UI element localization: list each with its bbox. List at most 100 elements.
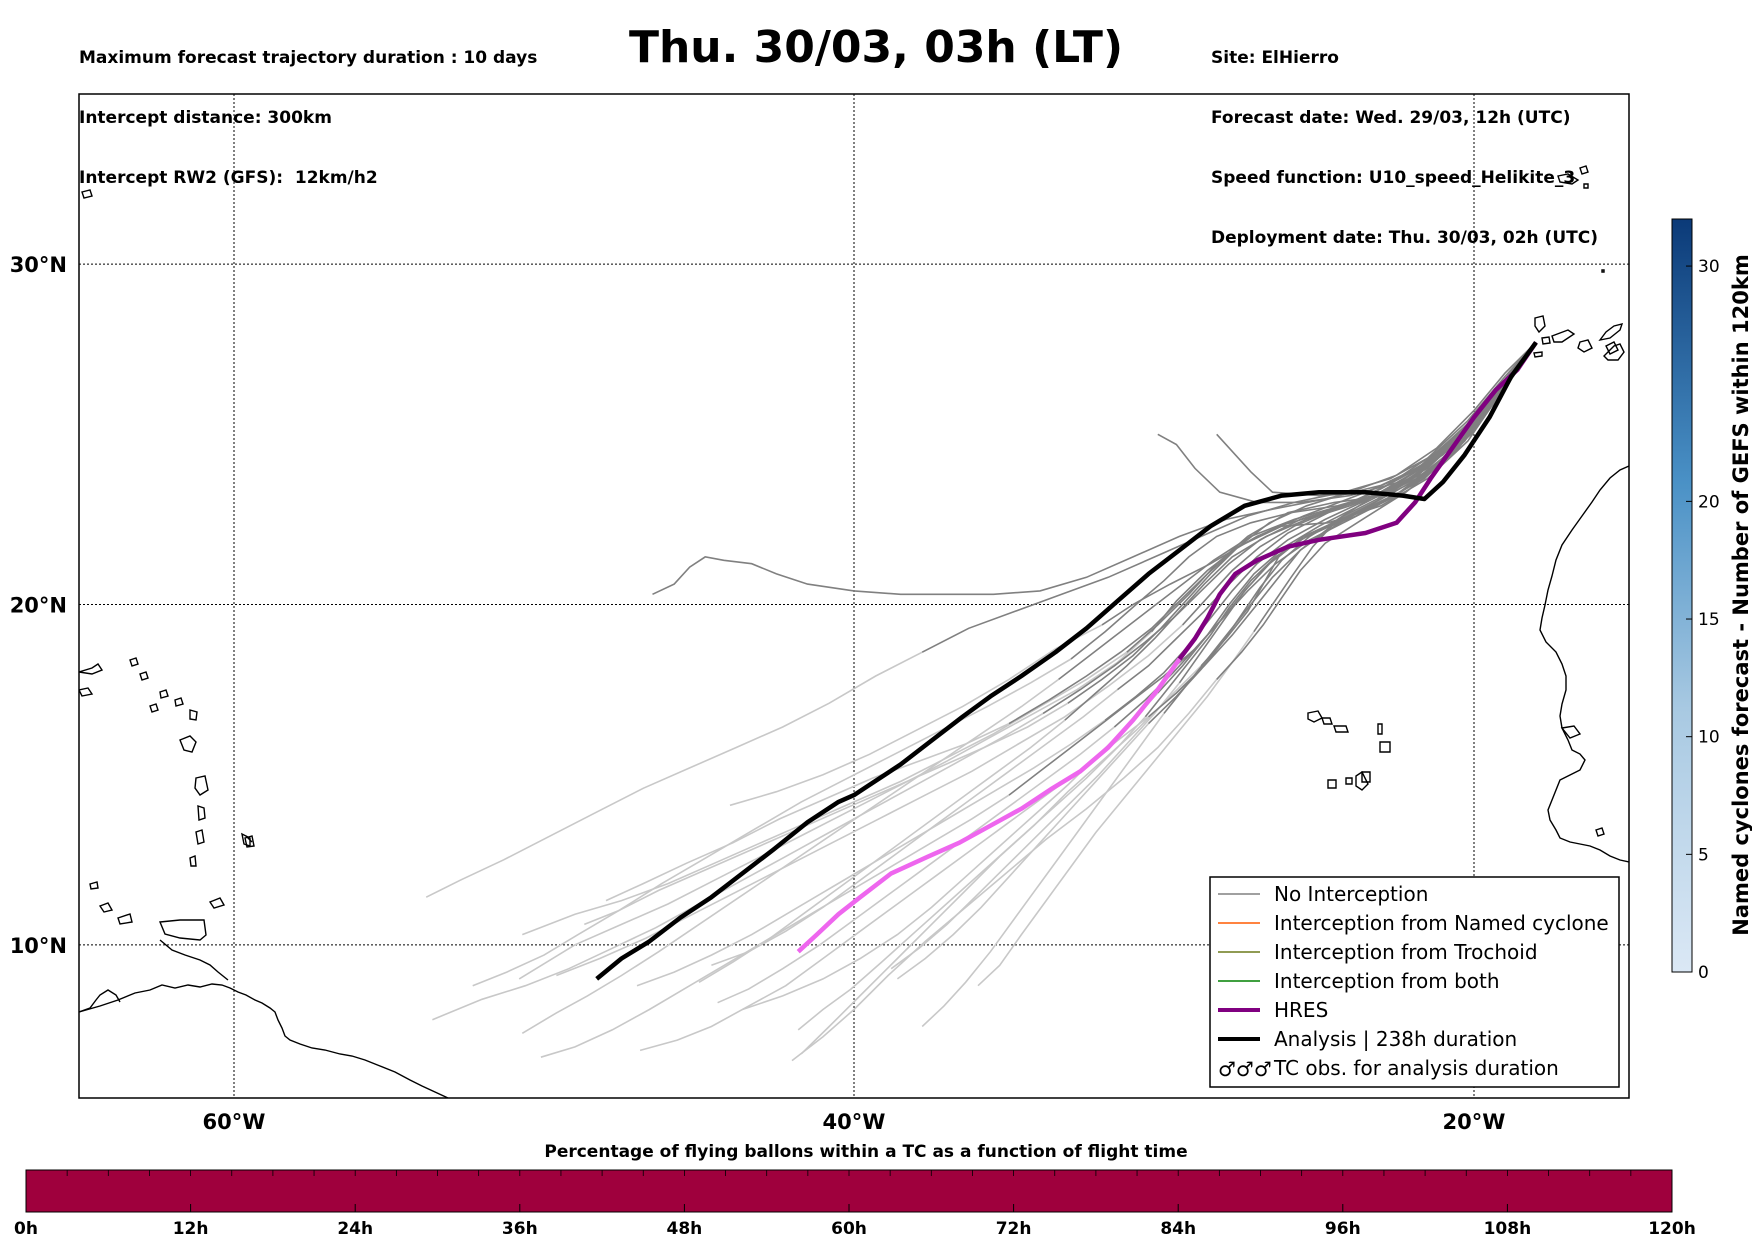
west-africa-coast [1539,465,1629,863]
ensemble-track-late [791,678,1218,1062]
cyclone-colorbar-label: Named cyclones forecast - Number of GEFS… [1729,254,1752,935]
percentage-colorbar-tick-label: 0h [14,1219,38,1239]
lesser-antilles-barbados [244,835,255,848]
trajectory-layer [425,341,1538,1062]
intercept-distance-text: Intercept distance: 300km [79,108,332,128]
guadeloupe-2 [241,832,251,847]
ensemble-track-no-interception [1113,341,1537,728]
ensemble-track-late [698,719,1066,983]
legend-label: Analysis | 238h duration [1274,1027,1517,1051]
legend-label: HRES [1274,998,1328,1022]
ensemble-track-late [521,678,1060,1034]
map-legend: No Interception Interception from Named c… [1209,876,1620,1088]
canary-la-palma [1534,315,1546,334]
cape-verde-sao-vicente [1321,717,1333,725]
cyclone-colorbar-tick-label: 15 [1698,610,1720,630]
ensemble-track-late [921,712,1165,1028]
ensemble-track-no-interception [1008,341,1537,725]
intercept-rw2-text: Intercept RW2 (GFS): 12km/h2 [79,168,378,188]
percentage-colorbar-tick-label: 120h [1648,1219,1696,1239]
header-left: Maximum forecast trajectory duration : 1… [79,8,537,208]
lesser-antilles-barbuda [174,697,184,707]
canary-tenerife [1551,329,1576,343]
legend-label: TC obs. for analysis duration [1273,1056,1559,1080]
cyclone-colorbar-tick-label: 20 [1698,492,1720,512]
africa-coast-north [1603,343,1625,361]
cape-verde-brava [1345,777,1353,785]
coastlines [79,165,1629,1098]
ensemble-track-late [717,726,1115,1004]
lon-tick-label: 60°W [203,1110,266,1134]
latitude-labels: 30°N 20°N 10°N [10,253,67,958]
ensemble-track-late [977,631,1255,987]
analysis-track [595,341,1538,981]
ensemble-track-late [472,658,1072,987]
percentage-colorbar: Percentage of flying ballons within a TC… [14,1142,1696,1239]
percentage-colorbar-tick-label: 96h [1325,1219,1361,1239]
percentage-colorbar-title: Percentage of flying ballons within a TC… [544,1142,1187,1162]
lesser-antilles-stlucia [195,829,205,845]
ensemble-track-no-interception [1117,341,1537,691]
hres-track [1177,341,1538,661]
virgin-islands [79,663,104,675]
ensemble-track-late [729,624,1103,807]
cyclone-colorbar-tick-label: 0 [1698,963,1709,983]
map-axes [78,93,1630,1099]
ensemble-track-no-interception [1182,341,1537,626]
header-right: Site: ElHierro Forecast date: Wed. 29/03… [1211,8,1598,268]
lesser-antilles-stvincent [189,855,197,867]
percentage-colorbar-tick-label: 60h [831,1219,867,1239]
lon-tick-label: 40°W [823,1110,886,1134]
tobago [208,897,226,909]
percentage-colorbar-tick-label: 48h [667,1219,703,1239]
ensemble-track-late [584,702,1069,926]
ensemble-track-late [540,794,1010,1058]
ensemble-track-no-interception [1067,341,1537,704]
south-america-coast [79,983,449,1098]
bijagos-islands [1595,827,1605,837]
ensemble-track-late [896,723,1150,980]
ensemble-track-late [711,688,1118,967]
legend-label: No Interception [1274,882,1428,906]
site-text: Site: ElHierro [1211,48,1339,68]
ensemble-track-late [522,651,1128,936]
lesser-antilles-martinique [197,805,206,821]
cyclone-colorbar-tick-label: 5 [1698,845,1709,865]
speed-function-text: Speed function: U10_speed_Helikite_3 [1211,168,1576,188]
caribbean-island-1 [98,902,114,913]
cyclone-colorbar-tick-label: 10 [1698,728,1720,748]
cape-verde-peninsula [1560,725,1582,739]
caribbean-island-3 [89,881,99,890]
bermuda-area-island [81,189,93,199]
ensemble-track-no-interception [1101,341,1537,626]
deployment-date-text: Deployment date: Thu. 30/03, 02h (UTC) [1211,228,1598,248]
orinoco-delta [159,939,229,981]
cape-verde-fogo [1327,779,1337,789]
ensemble-track-late [742,692,1159,1011]
max-duration-text: Maximum forecast trajectory duration : 1… [79,48,538,68]
cape-verde-santiago [1355,770,1369,791]
caribbean-island-2 [117,913,133,925]
legend-label: Interception from Trochoid [1274,940,1538,964]
ensemble-track-no-interception [652,341,1537,596]
cape-verde-sao-nicolau [1333,725,1349,733]
ensemble-track-late [890,682,1181,970]
lesser-antilles-north-3 [149,703,159,713]
ensemble-track-late [605,722,1010,902]
canary-el-hierro [1533,351,1543,358]
percentage-colorbar-tick-label: 24h [337,1219,373,1239]
cape-verde-sal [1377,723,1383,735]
hres-track-late [796,657,1182,954]
lesser-antilles-antigua [189,709,198,721]
analysis-tracks [595,341,1538,981]
puerto-rico-east [79,687,94,697]
longitude-labels: 60°W 40°W 20°W [203,1110,1506,1134]
canary-gran-canaria [1577,339,1593,353]
desertas [1583,183,1589,189]
lat-tick-label: 30°N [10,253,67,277]
percentage-colorbar-tick-label: 12h [173,1219,209,1239]
ensemble-track-no-interception [1157,341,1537,504]
lesser-antilles-north-2 [129,657,139,667]
cyclone-colorbar-ticks: 0 5 10 15 20 30 [1686,257,1720,983]
